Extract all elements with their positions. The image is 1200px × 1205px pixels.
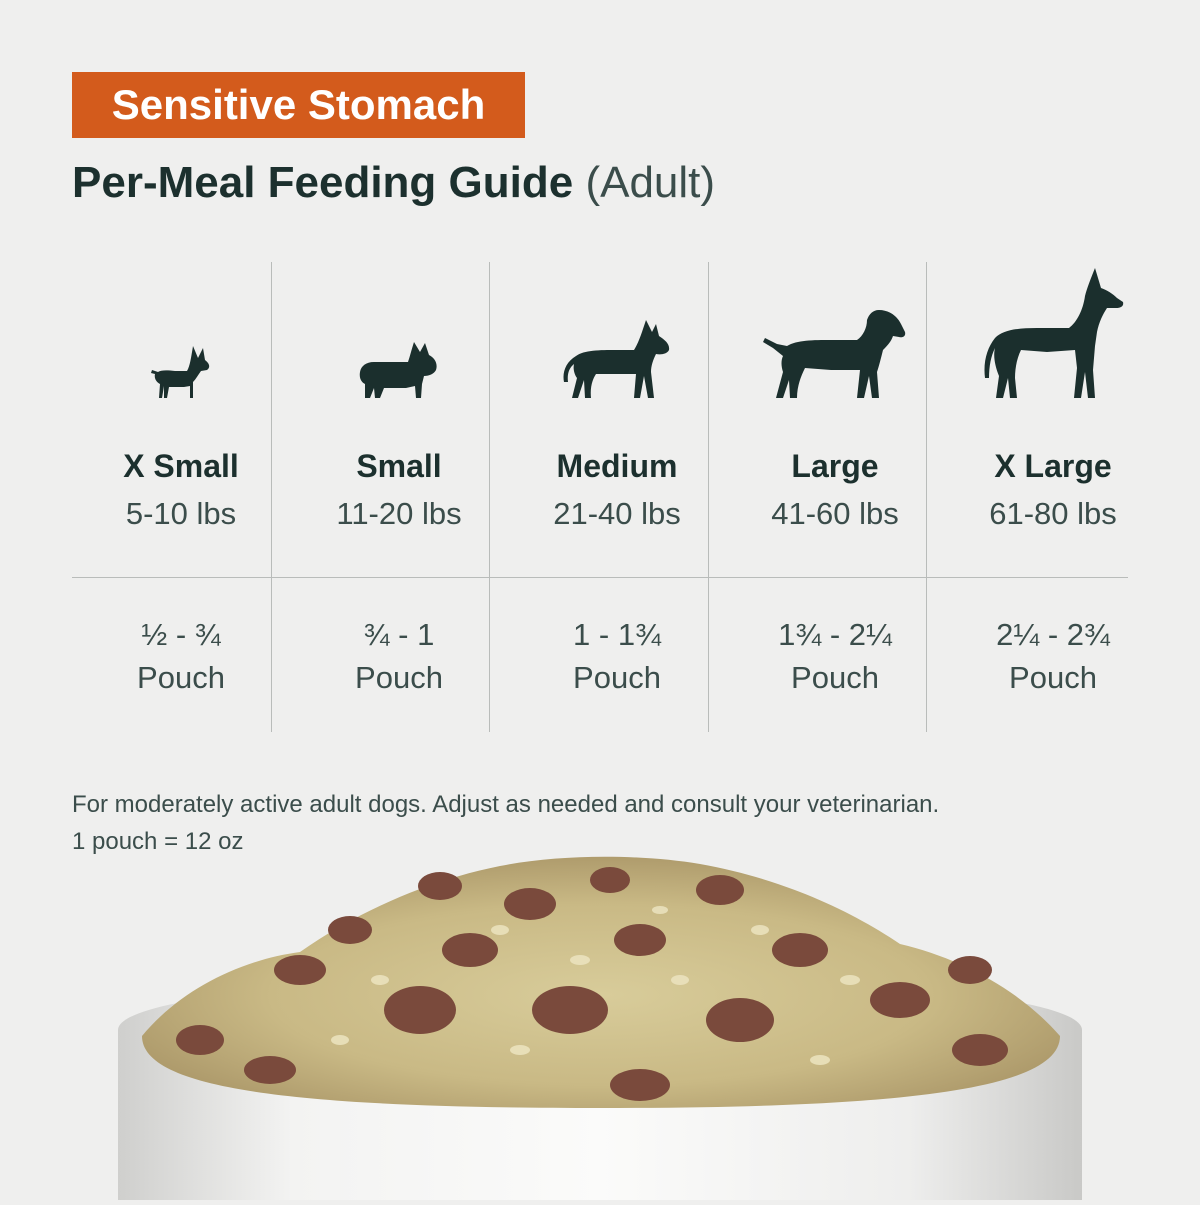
title-main: Per-Meal Feeding Guide (72, 158, 574, 207)
feeding-column-medium: Medium 21-40 lbs 1 - 1¾ Pouch (508, 262, 726, 732)
size-label: X Small (123, 448, 239, 484)
weight-range: 21-40 lbs (553, 496, 681, 531)
size-label: Medium (556, 448, 678, 484)
column-divider (489, 262, 490, 732)
pouch-unit: Pouch (573, 660, 661, 695)
feeding-table: X Small 5-10 lbs ½ - ¾ Pouch Small 11-20… (72, 262, 1128, 732)
weight-range: 11-20 lbs (336, 496, 462, 531)
pouch-size-note: 1 pouch = 12 oz (72, 828, 244, 855)
size-label: X Large (994, 448, 1112, 484)
chihuahua-icon (151, 346, 210, 398)
row-divider (72, 577, 1128, 578)
page-title: Per-Meal Feeding Guide (Adult) (72, 158, 715, 208)
note-line: For moderately active adult dogs. Adjust… (72, 791, 940, 818)
labrador-icon (763, 310, 906, 398)
size-label: Large (791, 448, 879, 484)
column-divider (926, 262, 927, 732)
size-label: Small (356, 448, 442, 484)
pouch-amount: 1¾ - 2¼ (778, 617, 892, 652)
column-divider (708, 262, 709, 732)
feeding-note: For moderately active adult dogs. Adjust… (72, 786, 1152, 860)
french-bulldog-icon (359, 342, 437, 398)
great-dane-icon (984, 268, 1124, 398)
pouch-amount: 2¼ - 2¾ (996, 617, 1110, 652)
weight-range: 5-10 lbs (125, 496, 237, 531)
pouch-unit: Pouch (137, 660, 225, 695)
food-bowl-image (0, 840, 1200, 1200)
column-divider (271, 262, 272, 732)
feeding-column-x-small: X Small 5-10 lbs ½ - ¾ Pouch (72, 262, 290, 732)
feeding-column-x-large: X Large 61-80 lbs 2¼ - 2¾ Pouch (944, 262, 1162, 732)
pouch-amount: ¾ - 1 (363, 617, 435, 652)
pouch-unit: Pouch (1009, 660, 1097, 695)
weight-range: 41-60 lbs (771, 496, 899, 531)
pouch-unit: Pouch (791, 660, 879, 695)
title-sub: (Adult) (585, 158, 716, 207)
pouch-amount: ½ - ¾ (141, 617, 221, 652)
pitbull-icon (563, 320, 670, 398)
feeding-column-small: Small 11-20 lbs ¾ - 1 Pouch (290, 262, 508, 732)
category-badge: Sensitive Stomach (72, 72, 525, 138)
feeding-column-large: Large 41-60 lbs 1¾ - 2¼ Pouch (726, 262, 944, 732)
food-bowl-illustration (118, 856, 1082, 1200)
weight-range: 61-80 lbs (989, 496, 1117, 531)
pouch-unit: Pouch (355, 660, 443, 695)
pouch-amount: 1 - 1¾ (573, 617, 661, 652)
